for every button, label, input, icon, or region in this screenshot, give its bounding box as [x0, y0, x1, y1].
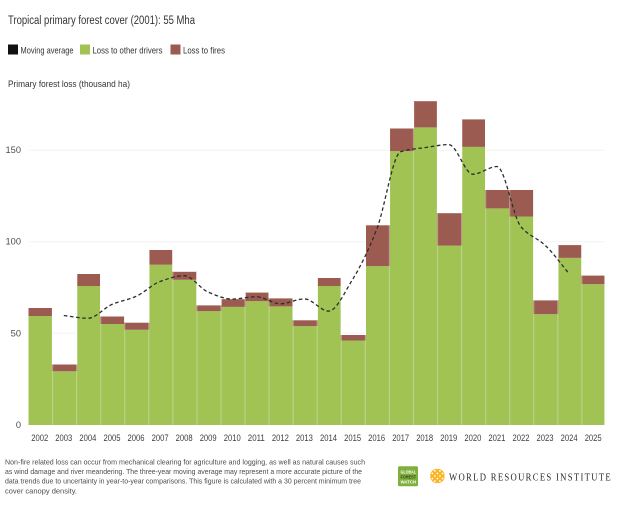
- svg-text:2012: 2012: [272, 433, 289, 443]
- svg-text:2024: 2024: [561, 433, 578, 443]
- svg-text:2019: 2019: [440, 433, 457, 443]
- svg-text:150: 150: [5, 145, 21, 155]
- svg-text:Non-fire related loss can occu: Non-fire related loss can occur from mec…: [5, 457, 365, 466]
- svg-text:2010: 2010: [224, 433, 241, 443]
- svg-text:100: 100: [5, 237, 21, 247]
- svg-text:2009: 2009: [200, 433, 217, 443]
- svg-text:0: 0: [16, 420, 21, 430]
- svg-text:2018: 2018: [416, 433, 433, 443]
- svg-text:2004: 2004: [79, 433, 96, 443]
- svg-text:WATCH: WATCH: [401, 479, 417, 485]
- svg-text:GLOBAL: GLOBAL: [401, 469, 417, 475]
- svg-text:as wind damage and river meand: as wind damage and river meandering. The…: [5, 467, 362, 476]
- svg-text:2005: 2005: [104, 433, 121, 443]
- svg-text:2003: 2003: [55, 433, 72, 443]
- svg-text:2013: 2013: [296, 433, 313, 443]
- svg-text:2017: 2017: [392, 433, 409, 443]
- svg-text:2008: 2008: [176, 433, 193, 443]
- svg-text:2023: 2023: [537, 433, 554, 443]
- svg-text:Moving average: Moving average: [21, 46, 74, 57]
- svg-text:2021: 2021: [488, 433, 505, 443]
- svg-text:Primary forest loss (thousand: Primary forest loss (thousand ha): [8, 79, 130, 90]
- svg-text:2025: 2025: [585, 433, 602, 443]
- svg-text:2002: 2002: [31, 433, 48, 443]
- svg-text:cover canopy density.: cover canopy density.: [5, 486, 77, 495]
- svg-text:FOREST: FOREST: [401, 474, 417, 480]
- svg-text:2015: 2015: [344, 433, 361, 443]
- svg-text:WORLD RESOURCES INSTITUTE: WORLD RESOURCES INSTITUTE: [449, 473, 612, 484]
- svg-text:Tropical primary forest cover: Tropical primary forest cover (2001): 55…: [8, 15, 195, 27]
- svg-text:2020: 2020: [464, 433, 481, 443]
- svg-text:2022: 2022: [513, 433, 530, 443]
- svg-text:Loss to other drivers: Loss to other drivers: [93, 46, 163, 57]
- svg-text:2016: 2016: [368, 433, 385, 443]
- svg-text:2014: 2014: [320, 433, 337, 443]
- svg-text:2006: 2006: [128, 433, 145, 443]
- svg-text:2011: 2011: [248, 433, 265, 443]
- svg-text:data trends due to uncertainty: data trends due to uncertainty in year-t…: [5, 477, 361, 486]
- svg-text:50: 50: [11, 328, 21, 338]
- svg-text:2007: 2007: [152, 433, 169, 443]
- svg-text:Loss to fires: Loss to fires: [183, 46, 225, 57]
